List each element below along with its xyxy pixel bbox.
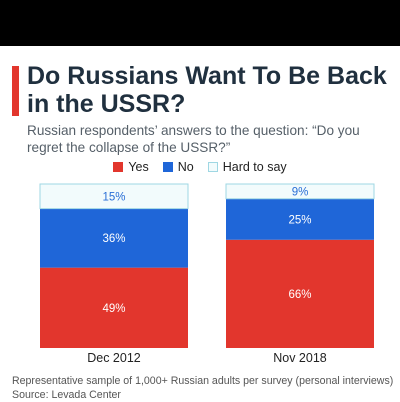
bar-segment-yes-2 bbox=[226, 239, 374, 348]
data-label-no-1: 36% bbox=[102, 233, 125, 245]
bar-segment-yes-1 bbox=[40, 267, 188, 348]
legend-swatch-hard-to-say bbox=[207, 162, 218, 172]
category-label-2: Nov 2018 bbox=[273, 351, 327, 365]
bar-segment-hard-to-say-1 bbox=[39, 183, 189, 210]
legend: Yes No Hard to say bbox=[0, 160, 400, 174]
top-bar bbox=[0, 0, 400, 46]
footnote-text: Representative sample of 1,000+ Russian … bbox=[12, 375, 394, 387]
legend-swatch-no bbox=[162, 162, 173, 172]
data-label-yes-1: 49% bbox=[102, 303, 125, 315]
legend-item-no: No bbox=[162, 160, 194, 174]
category-label-1: Dec 2012 bbox=[87, 351, 141, 365]
data-label-yes-2: 66% bbox=[288, 289, 311, 301]
data-label-hard-to-say-1: 15% bbox=[102, 191, 125, 203]
chart-title: Do Russians Want To Be Back in the USSR? bbox=[27, 62, 387, 118]
footnote: Representative sample of 1,000+ Russian … bbox=[12, 374, 400, 402]
legend-item-yes: Yes bbox=[113, 160, 149, 174]
data-label-hard-to-say-2: 9% bbox=[292, 186, 309, 198]
legend-item-hard-to-say: Hard to say bbox=[207, 160, 287, 174]
legend-label-no: No bbox=[177, 160, 194, 174]
legend-label-yes: Yes bbox=[128, 160, 149, 174]
title-accent-bar bbox=[12, 66, 19, 116]
bar-segment-no-1 bbox=[40, 208, 188, 268]
legend-swatch-yes bbox=[113, 162, 124, 172]
legend-label-hard-to-say: Hard to say bbox=[222, 160, 287, 174]
source-text: Source: Levada Center bbox=[12, 389, 121, 401]
bar-segment-no-2 bbox=[226, 198, 374, 240]
chart-subtitle: Russian respondents’ answers to the ques… bbox=[27, 123, 360, 155]
bar-segment-hard-to-say-2 bbox=[225, 183, 375, 200]
data-label-no-2: 25% bbox=[288, 214, 311, 226]
